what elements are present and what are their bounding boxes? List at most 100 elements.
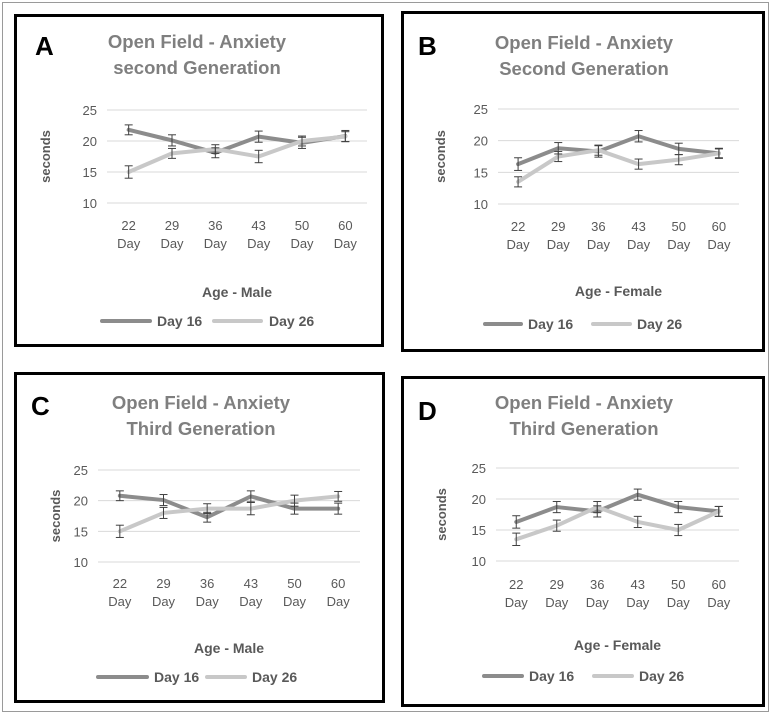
x-tick-label: 43 xyxy=(244,576,258,591)
error-bar xyxy=(552,519,561,532)
chart-svg: C Open Field - Anxiety Third Generation 10 1… xyxy=(31,391,360,685)
error-bar xyxy=(552,500,561,514)
y-axis-label: seconds xyxy=(434,488,449,541)
error-bar xyxy=(168,134,176,147)
legend-label: Day 26 xyxy=(637,316,682,332)
error-bar xyxy=(634,130,643,143)
error-bar xyxy=(633,515,642,529)
x-tick-label: 22 xyxy=(113,576,127,591)
y-tick-label: 25 xyxy=(472,461,486,476)
y-tick-label: 25 xyxy=(74,463,88,478)
y-tick-label: 25 xyxy=(474,102,488,117)
y-tick-label: 10 xyxy=(474,197,488,212)
x-tick-label: Day xyxy=(204,236,228,251)
y-axis-label: seconds xyxy=(38,130,53,183)
x-tick-label: Day xyxy=(707,595,731,610)
chart-title: Third Generation xyxy=(509,418,658,439)
panel-letter: B xyxy=(418,31,437,61)
panel-b: B Open Field - Anxiety Second Generation 10… xyxy=(401,11,765,352)
panel-letter: A xyxy=(35,31,54,61)
legend-label: Day 26 xyxy=(639,668,684,684)
x-tick-label: 50 xyxy=(672,219,686,234)
error-bar xyxy=(246,502,255,516)
x-tick-label: 29 xyxy=(551,219,565,234)
error-bar xyxy=(512,515,521,529)
legend-label: Day 16 xyxy=(529,668,574,684)
x-tick-label: 29 xyxy=(550,577,564,592)
error-bar xyxy=(593,500,602,514)
x-tick-label: Day xyxy=(587,237,611,252)
error-bar xyxy=(633,488,642,501)
y-axis-label: seconds xyxy=(433,130,448,183)
error-bar xyxy=(115,490,124,502)
x-tick-label: Day xyxy=(627,237,651,252)
x-tick-label: Day xyxy=(160,236,184,251)
y-tick-label: 10 xyxy=(83,196,97,211)
x-tick-label: 60 xyxy=(712,219,726,234)
chart-title: Open Field - Anxiety xyxy=(112,392,291,413)
chart-svg: A Open Field - Anxiety second Generation 10… xyxy=(35,31,367,329)
x-axis-label: Age - Male xyxy=(202,284,272,300)
chart-title: Second Generation xyxy=(499,58,669,79)
panel-letter: D xyxy=(418,396,437,426)
series-line-day-26 xyxy=(516,148,721,184)
error-bar xyxy=(514,157,523,171)
y-tick-label: 20 xyxy=(74,494,88,509)
chart-title: Open Field - Anxiety xyxy=(108,31,287,52)
error-bar xyxy=(168,147,176,159)
x-tick-label: Day xyxy=(507,237,531,252)
x-tick-label: 29 xyxy=(156,576,170,591)
y-tick-label: 15 xyxy=(74,524,88,539)
error-bar xyxy=(512,532,521,546)
x-tick-label: Day xyxy=(667,595,691,610)
x-tick-label: 50 xyxy=(671,577,685,592)
x-tick-label: 36 xyxy=(590,577,604,592)
panel-letter: C xyxy=(31,391,50,421)
x-tick-label: Day xyxy=(108,594,132,609)
chart-title: Open Field - Anxiety xyxy=(495,32,674,53)
x-tick-label: 29 xyxy=(165,218,179,233)
series-line-day-26 xyxy=(514,505,721,542)
x-tick-label: 60 xyxy=(338,218,352,233)
x-tick-label: 50 xyxy=(295,218,309,233)
x-tick-label: 36 xyxy=(208,218,222,233)
series-line-day-16 xyxy=(514,492,721,524)
x-tick-label: Day xyxy=(152,594,176,609)
error-bar xyxy=(211,144,220,154)
y-axis-label: seconds xyxy=(48,490,63,543)
x-tick-label: Day xyxy=(239,594,263,609)
x-tick-label: 60 xyxy=(331,576,345,591)
x-tick-label: 22 xyxy=(121,218,135,233)
x-tick-label: 60 xyxy=(712,577,726,592)
x-tick-label: 36 xyxy=(200,576,214,591)
error-bar xyxy=(674,500,683,514)
x-tick-label: 43 xyxy=(631,577,645,592)
x-tick-label: Day xyxy=(505,595,529,610)
x-tick-label: Day xyxy=(283,594,307,609)
y-tick-label: 15 xyxy=(83,165,97,180)
panel-c: C Open Field - Anxiety Third Generation 10 1… xyxy=(14,372,385,703)
error-bar xyxy=(334,490,343,502)
error-bar xyxy=(203,503,212,515)
error-bar xyxy=(159,506,168,519)
error-bar xyxy=(714,148,723,159)
x-tick-label: Day xyxy=(667,237,691,252)
chart-title: second Generation xyxy=(113,57,281,78)
legend-label: Day 16 xyxy=(528,316,573,332)
y-tick-label: 25 xyxy=(83,103,97,118)
y-tick-label: 20 xyxy=(472,492,486,507)
x-tick-label: Day xyxy=(707,237,731,252)
legend-label: Day 26 xyxy=(269,313,314,329)
x-tick-label: Day xyxy=(327,594,351,609)
x-tick-label: 50 xyxy=(287,576,301,591)
x-tick-label: 22 xyxy=(509,577,523,592)
x-tick-label: 43 xyxy=(251,218,265,233)
error-bar xyxy=(298,135,306,147)
error-bar xyxy=(674,154,683,166)
chart-svg: D Open Field - Anxiety Third Generation 10 1… xyxy=(418,392,739,684)
y-tick-label: 15 xyxy=(474,165,488,180)
x-tick-label: Day xyxy=(586,595,610,610)
error-bar xyxy=(246,490,255,503)
x-tick-label: Day xyxy=(626,595,650,610)
